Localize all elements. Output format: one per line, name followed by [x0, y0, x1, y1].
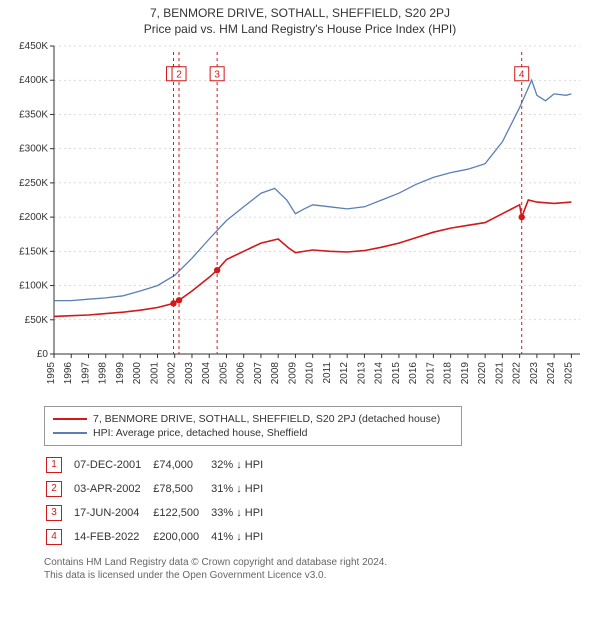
x-tick-label: 2001: [149, 362, 160, 385]
y-tick-label: £200K: [19, 212, 48, 223]
x-tick-label: 2023: [529, 362, 540, 385]
x-tick-label: 2010: [305, 362, 316, 385]
container: 7, BENMORE DRIVE, SOTHALL, SHEFFIELD, S2…: [0, 0, 600, 582]
y-tick-label: £100K: [19, 281, 48, 292]
cell-price: £74,000: [153, 454, 209, 476]
x-tick-label: 2004: [201, 362, 212, 385]
cell-date: 17-JUN-2004: [74, 502, 151, 524]
y-tick-label: £150K: [19, 246, 48, 257]
sale-marker-badge: 1: [46, 457, 62, 473]
series-property: [54, 200, 571, 316]
sale-marker-dot: [519, 214, 525, 220]
chart-svg: £0 £50K £100K £150K £200K £250K £300K £350K £400…: [10, 38, 590, 398]
cell-date: 14-FEB-2022: [74, 526, 151, 548]
footer-line1: Contains HM Land Registry data © Crown c…: [44, 556, 588, 569]
y-tick-label: £350K: [19, 109, 48, 120]
sales-table: 1 07-DEC-2001£74,00032% ↓ HPI 2 03-APR-2002…: [44, 452, 275, 550]
x-tick-label: 2006: [236, 362, 247, 385]
x-tick-label: 2005: [218, 362, 229, 385]
cell-marker: 4: [46, 526, 72, 548]
y-tick-label: £50K: [25, 315, 49, 326]
cell-pct: 33% ↓ HPI: [211, 502, 273, 524]
footer: Contains HM Land Registry data © Crown c…: [44, 556, 588, 582]
y-tick-label: £450K: [19, 41, 48, 52]
x-tick-label: 2025: [563, 362, 574, 385]
footer-line2: This data is licensed under the Open Gov…: [44, 569, 588, 582]
x-tick-label: 1995: [46, 362, 57, 385]
sale-marker-badge: 4: [46, 529, 62, 545]
cell-marker: 2: [46, 478, 72, 500]
x-tick-label: 2003: [184, 362, 195, 385]
x-tick-label: 2015: [391, 362, 402, 385]
x-tick-label: 2009: [287, 362, 298, 385]
x-tick-label: 2002: [167, 362, 178, 385]
sale-marker-num: 4: [519, 70, 525, 81]
table-row: 4 14-FEB-2022£200,00041% ↓ HPI: [46, 526, 273, 548]
cell-price: £78,500: [153, 478, 209, 500]
x-tick-label: 2011: [322, 362, 333, 384]
x-tick-label: 2008: [270, 362, 281, 385]
x-tick-label: 2017: [425, 362, 436, 385]
sale-marker-dot: [170, 300, 176, 306]
cell-date: 07-DEC-2001: [74, 454, 151, 476]
cell-pct: 41% ↓ HPI: [211, 526, 273, 548]
x-tick-label: 2020: [477, 362, 488, 385]
legend-item: 7, BENMORE DRIVE, SOTHALL, SHEFFIELD, S2…: [53, 413, 453, 425]
chart-area: £0 £50K £100K £150K £200K £250K £300K £350K £400…: [10, 38, 590, 398]
x-tick-label: 2021: [494, 362, 505, 385]
x-tick-label: 1997: [80, 362, 91, 385]
table-row: 1 07-DEC-2001£74,00032% ↓ HPI: [46, 454, 273, 476]
cell-price: £122,500: [153, 502, 209, 524]
x-tick-label: 1996: [63, 362, 74, 385]
title-address: 7, BENMORE DRIVE, SOTHALL, SHEFFIELD, S2…: [10, 6, 590, 20]
x-tick-label: 2019: [460, 362, 471, 385]
sale-marker-num: 3: [214, 70, 220, 81]
x-tick-label: 2014: [374, 362, 385, 385]
series-hpi: [54, 80, 571, 300]
x-tick-label: 2018: [443, 362, 454, 385]
cell-pct: 32% ↓ HPI: [211, 454, 273, 476]
cell-date: 03-APR-2002: [74, 478, 151, 500]
y-tick-label: £0: [37, 349, 49, 360]
titles: 7, BENMORE DRIVE, SOTHALL, SHEFFIELD, S2…: [0, 0, 600, 38]
table-row: 2 03-APR-2002£78,50031% ↓ HPI: [46, 478, 273, 500]
x-tick-label: 1998: [98, 362, 109, 385]
x-tick-label: 2016: [408, 362, 419, 385]
cell-marker: 1: [46, 454, 72, 476]
y-tick-label: £300K: [19, 144, 48, 155]
x-tick-label: 2012: [339, 362, 350, 385]
x-tick-label: 1999: [115, 362, 126, 385]
table-row: 3 17-JUN-2004£122,50033% ↓ HPI: [46, 502, 273, 524]
x-tick-label: 2022: [512, 362, 523, 385]
legend: 7, BENMORE DRIVE, SOTHALL, SHEFFIELD, S2…: [44, 406, 462, 446]
sale-marker-num: 2: [176, 70, 182, 81]
x-tick-label: 2013: [356, 362, 367, 385]
legend-swatch: [53, 432, 87, 434]
title-subtitle: Price paid vs. HM Land Registry's House …: [10, 22, 590, 36]
sale-marker-badge: 2: [46, 481, 62, 497]
legend-label: 7, BENMORE DRIVE, SOTHALL, SHEFFIELD, S2…: [93, 413, 440, 425]
sale-marker-dot: [214, 267, 220, 273]
y-tick-label: £250K: [19, 178, 48, 189]
x-tick-label: 2024: [546, 362, 557, 385]
legend-label: HPI: Average price, detached house, Shef…: [93, 427, 307, 439]
x-tick-label: 2007: [253, 362, 264, 385]
legend-item: HPI: Average price, detached house, Shef…: [53, 427, 453, 439]
sale-marker-dot: [176, 297, 182, 303]
sale-marker-badge: 3: [46, 505, 62, 521]
x-tick-label: 2000: [132, 362, 143, 385]
y-tick-label: £400K: [19, 75, 48, 86]
cell-pct: 31% ↓ HPI: [211, 478, 273, 500]
cell-price: £200,000: [153, 526, 209, 548]
cell-marker: 3: [46, 502, 72, 524]
legend-swatch: [53, 418, 87, 420]
